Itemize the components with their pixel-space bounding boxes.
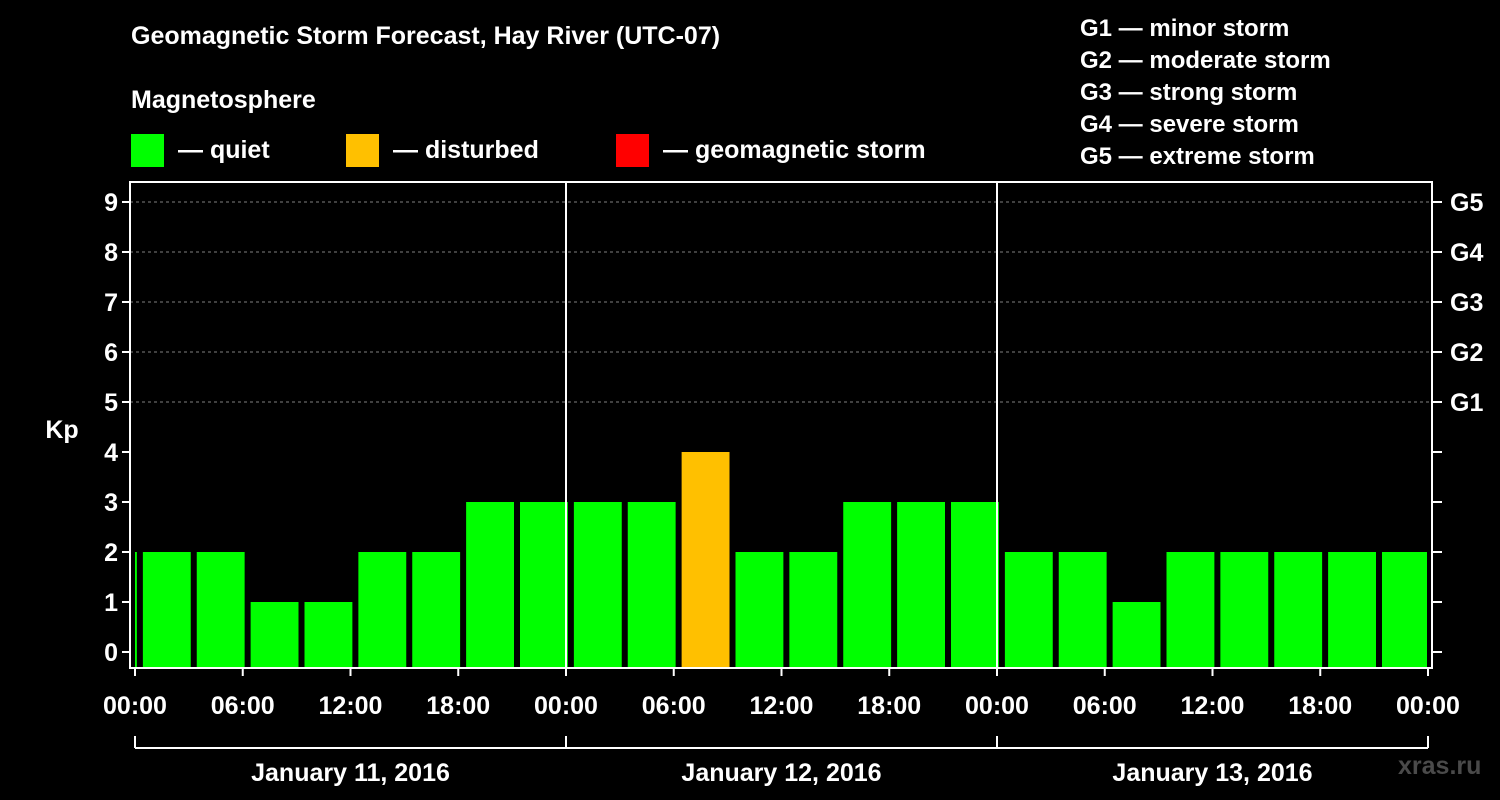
xtick-label-4: 00:00 — [534, 692, 598, 720]
xtick-label-8: 00:00 — [965, 692, 1029, 720]
xtick-label-1: 06:00 — [211, 692, 275, 720]
ytick-label-3: 3 — [104, 489, 118, 517]
watermark: xras.ru — [1398, 752, 1482, 780]
storm-scale-list: G1 — minor storm G2 — moderate storm G3 … — [1080, 13, 1331, 173]
legend-disturbed: — disturbed — [346, 133, 539, 167]
bar-1 — [142, 552, 191, 668]
date-label-2: January 13, 2016 — [1112, 759, 1312, 787]
right-axis-label-g5: G5 — [1450, 189, 1483, 217]
bar-12 — [735, 552, 784, 668]
right-axis-label-g4: G4 — [1450, 239, 1483, 267]
bar-24 — [1382, 552, 1427, 668]
legend-title: Magnetosphere — [131, 86, 316, 114]
legend-label-disturbed: — disturbed — [393, 135, 539, 164]
storm-scale-g1: G1 — minor storm — [1080, 15, 1290, 42]
bar-8 — [520, 502, 568, 668]
ytick-label-7: 7 — [104, 289, 118, 317]
storm-scale-g2: G2 — moderate storm — [1080, 47, 1331, 74]
ytick-label-2: 2 — [104, 539, 118, 567]
ytick-label-9: 9 — [104, 189, 118, 217]
y-axis-label: Kp — [45, 416, 78, 444]
ytick-label-4: 4 — [104, 439, 118, 467]
bar-5 — [358, 552, 407, 668]
bar-14 — [843, 502, 892, 668]
xtick-label-3: 18:00 — [426, 692, 490, 720]
bar-4 — [304, 602, 353, 668]
ytick-label-0: 0 — [104, 639, 118, 667]
bar-3 — [250, 602, 299, 668]
xtick-label-12: 00:00 — [1396, 692, 1460, 720]
legend-label-storm: — geomagnetic storm — [663, 135, 926, 164]
xtick-label-10: 12:00 — [1181, 692, 1245, 720]
legend-label-quiet: — quiet — [178, 135, 270, 164]
bar-9 — [573, 502, 622, 668]
xtick-label-11: 18:00 — [1288, 692, 1352, 720]
bar-0 — [135, 552, 137, 668]
bar-15 — [897, 502, 945, 668]
ytick-label-5: 5 — [104, 389, 118, 417]
bar-17 — [1004, 552, 1053, 668]
right-axis-label-g2: G2 — [1450, 339, 1483, 367]
bar-16 — [951, 502, 999, 668]
legend-storm: — geomagnetic storm — [616, 133, 926, 167]
legend-swatch-quiet — [131, 133, 164, 167]
date-label-1: January 12, 2016 — [681, 759, 881, 787]
bar-11 — [681, 452, 730, 668]
right-axis-label-g1: G1 — [1450, 389, 1483, 417]
bar-23 — [1328, 552, 1376, 668]
xtick-label-2: 12:00 — [319, 692, 383, 720]
ytick-label-6: 6 — [104, 339, 118, 367]
bar-19 — [1112, 602, 1161, 668]
date-label-0: January 11, 2016 — [251, 759, 450, 787]
storm-scale-g3: G3 — strong storm — [1080, 79, 1298, 106]
ytick-label-1: 1 — [104, 589, 118, 617]
xtick-label-5: 06:00 — [642, 692, 706, 720]
bar-18 — [1058, 552, 1107, 668]
right-axis-label-g3: G3 — [1450, 289, 1483, 317]
xtick-label-6: 12:00 — [750, 692, 814, 720]
chart-title: Geomagnetic Storm Forecast, Hay River (U… — [131, 22, 721, 50]
bar-22 — [1274, 552, 1323, 668]
legend-quiet: — quiet — [131, 133, 270, 167]
storm-scale-g4: G4 — severe storm — [1080, 111, 1299, 138]
legend-swatch-disturbed — [346, 133, 379, 167]
bar-10 — [627, 502, 676, 668]
bar-20 — [1166, 552, 1215, 668]
storm-scale-g5: G5 — extreme storm — [1080, 143, 1315, 170]
bar-13 — [789, 552, 838, 668]
xtick-label-9: 06:00 — [1073, 692, 1137, 720]
xtick-label-7: 18:00 — [857, 692, 921, 720]
legend-swatch-storm — [616, 133, 649, 167]
xtick-label-0: 00:00 — [103, 692, 167, 720]
bar-7 — [466, 502, 514, 668]
bar-6 — [412, 552, 461, 668]
bar-21 — [1220, 552, 1269, 668]
bar-2 — [196, 552, 245, 668]
ytick-label-8: 8 — [104, 239, 118, 267]
